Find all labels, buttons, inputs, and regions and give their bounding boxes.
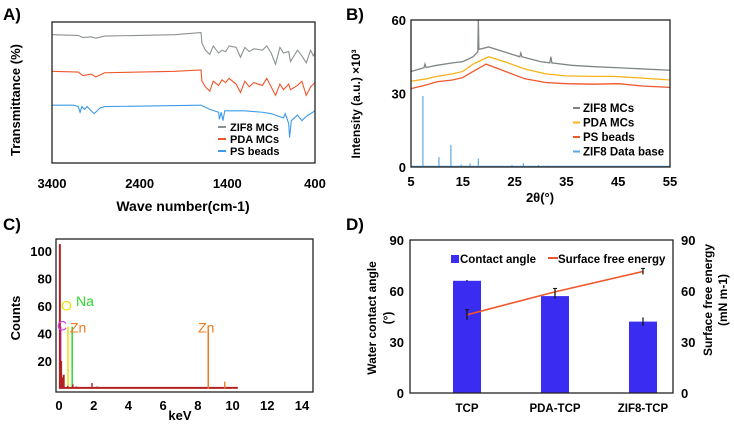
b-legend-label: PDA MCs <box>583 118 634 130</box>
d-ylabel: Water contact angle <box>365 261 379 375</box>
d-y2tick-label: 30 <box>681 335 695 350</box>
d-ytick-label: 60 <box>390 284 404 299</box>
a-xtick-label: 2400 <box>125 176 154 191</box>
d-legend-swatch-bar <box>451 255 459 263</box>
d-legend-label: Contact angle <box>460 254 536 266</box>
a-xlabel: Wave number(cm-1) <box>116 198 249 214</box>
d-y2tick-label: 60 <box>681 284 695 299</box>
b-xtick-label: 5 <box>407 174 414 189</box>
d-bar-pda-tcp <box>541 296 569 393</box>
d-plot-frame <box>409 239 674 394</box>
d-xtick-label: ZIF8-TCP <box>618 403 669 415</box>
d-legend-label: Surface free energy <box>558 254 666 266</box>
b-ytick-label: 30 <box>392 87 406 102</box>
c-annotation-na: Na <box>76 293 94 309</box>
c-annotation-zn-high: Zn <box>198 319 214 335</box>
a-plot-frame <box>51 21 316 164</box>
c-xtick-label: 0 <box>55 398 62 413</box>
b-plot-frame <box>410 19 671 168</box>
b-xlabel: 2θ(°) <box>526 190 554 205</box>
c-xtick-label: 14 <box>295 398 310 413</box>
b-xtick-label: 15 <box>456 174 470 189</box>
c-ytick-label: 60 <box>38 299 52 314</box>
panel-label-b: B) <box>346 5 364 24</box>
d-y2tick-label: 0 <box>681 386 688 401</box>
b-ylabel: Intensity (a.u.) ×10³ <box>349 49 363 158</box>
c-xtick-label: 2 <box>90 398 97 413</box>
b-series-zif8-mcs <box>410 19 671 73</box>
b-xtick-label: 25 <box>507 174 521 189</box>
c-annotation-c: C <box>57 317 67 333</box>
a-legend-label: PDA MCs <box>230 134 279 146</box>
b-ytick-label: 60 <box>392 13 406 28</box>
a-xtick-label: 1400 <box>213 176 242 191</box>
c-ylabel: Counts <box>8 296 23 341</box>
b-xtick-label: 45 <box>611 174 625 189</box>
c-ytick-label: 20 <box>38 354 52 369</box>
d-ylabel-unit: (°) <box>381 312 395 325</box>
b-legend-label: ZIF8 MCs <box>583 103 634 115</box>
d-bar-tcp <box>453 280 481 393</box>
d-bar-zif8-tcp <box>629 321 657 393</box>
c-xtick-label: 6 <box>160 398 167 413</box>
c-xtick-label: 12 <box>260 398 274 413</box>
a-legend-label: PS beads <box>230 146 280 158</box>
c-annotation-zn-low: Zn <box>70 319 86 335</box>
c-xlabel: keV <box>168 408 191 423</box>
b-series-pda-mcs <box>410 56 671 82</box>
a-series-pda-mcs <box>51 69 316 97</box>
c-xtick-label: 10 <box>225 398 239 413</box>
c-annotation-o: O <box>61 298 72 314</box>
d-ytick-label: 0 <box>397 386 404 401</box>
d-xtick-label: TCP <box>456 403 479 415</box>
a-xtick-label: 400 <box>304 176 326 191</box>
c-ytick-label: 80 <box>38 272 52 287</box>
d-ytick-label: 30 <box>390 335 404 350</box>
panel-label-c: C) <box>3 215 21 234</box>
d-ytick-label: 90 <box>390 233 404 248</box>
d-y2label: Surface free energy <box>701 244 715 356</box>
b-xtick-label: 35 <box>559 174 573 189</box>
b-series-ps-beads <box>410 63 671 90</box>
d-y2label-unit: (mN m-1) <box>716 274 730 326</box>
b-legend-label: PS beads <box>583 132 635 144</box>
c-ytick-label: 40 <box>38 327 52 342</box>
d-y2tick-label: 90 <box>681 233 695 248</box>
d-xtick-label: PDA-TCP <box>529 403 580 415</box>
a-legend-label: ZIF8 MCs <box>230 122 279 134</box>
panel-label-d: D) <box>346 215 364 234</box>
panel-label-a: A) <box>3 5 21 24</box>
b-ytick-label: 0 <box>399 160 406 175</box>
b-legend-label: ZIF8 Data base <box>583 147 664 159</box>
a-ylabel: Transmittance (%) <box>8 44 23 156</box>
a-series-ps-beads <box>52 104 316 138</box>
a-series-zif8-mcs <box>51 31 316 67</box>
a-xtick-label: 3400 <box>38 176 67 191</box>
c-ytick-label: 100 <box>30 244 52 259</box>
c-plot-frame <box>55 238 314 393</box>
b-xtick-label: 55 <box>663 174 677 189</box>
c-xtick-label: 8 <box>194 398 201 413</box>
c-xtick-label: 4 <box>125 398 133 413</box>
